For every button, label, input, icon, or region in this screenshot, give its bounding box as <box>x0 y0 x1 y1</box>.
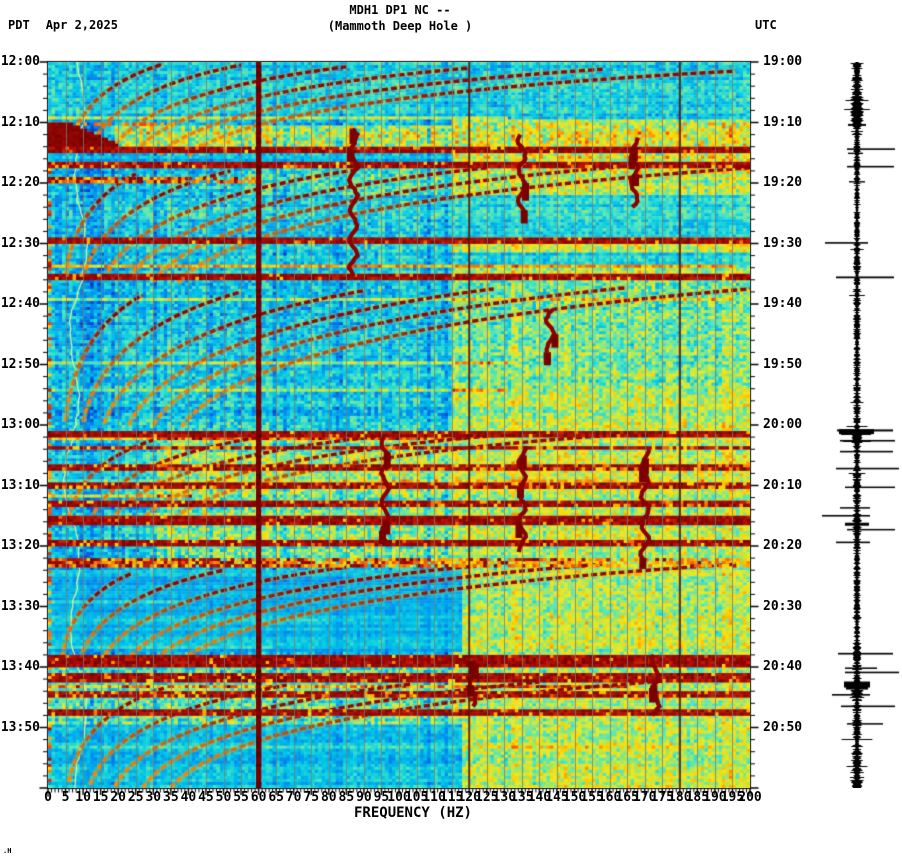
freq-tick-label: 155 <box>580 790 604 805</box>
pdt-tick-label: 12:10 <box>0 114 40 130</box>
freq-tick-label: 160 <box>597 790 622 805</box>
pdt-tick-label: 12:00 <box>0 54 40 69</box>
timezone-right-label: UTC <box>755 18 777 32</box>
pdt-tick-label: 13:10 <box>0 477 40 493</box>
date-label: Apr 2,2025 <box>45 18 118 32</box>
pdt-tick-label: 13:00 <box>0 417 40 432</box>
freq-tick-label: 55 <box>233 790 249 805</box>
pdt-tick-label: 12:50 <box>0 356 40 372</box>
freq-tick-label: 150 <box>562 790 587 805</box>
freq-tick-label: 140 <box>527 790 552 805</box>
freq-tick-label: 95 <box>373 790 390 805</box>
freq-tick-label: 165 <box>615 790 639 805</box>
freq-tick-label: 45 <box>198 790 214 805</box>
freq-tick-label: 125 <box>475 790 499 805</box>
station-subtitle: (Mammoth Deep Hole ) <box>327 19 473 33</box>
freq-tick-label: 75 <box>303 790 320 805</box>
freq-tick-label: 40 <box>180 790 197 805</box>
timezone-left-label: PDT <box>8 18 30 32</box>
utc-tick-label: 20:20 <box>763 538 803 553</box>
pdt-tick-label: 13:30 <box>0 598 40 614</box>
freq-tick-label: 185 <box>685 790 710 805</box>
freq-tick-label: 105 <box>404 790 429 805</box>
freq-tick-label: 70 <box>285 790 302 805</box>
freq-tick-label: 100 <box>387 790 411 805</box>
freq-tick-label: 115 <box>439 790 464 805</box>
footer-artifact: .H <box>3 847 12 855</box>
freq-tick-label: 170 <box>632 790 657 805</box>
freq-tick-label: 80 <box>320 790 337 805</box>
freq-tick-label: 175 <box>650 790 674 805</box>
freq-tick-label: 195 <box>720 790 745 805</box>
utc-tick-label: 20:50 <box>763 719 803 735</box>
freq-tick-label: 85 <box>338 790 355 805</box>
frequency-axis-title: FREQUENCY (HZ) <box>353 805 472 821</box>
utc-tick-label: 20:00 <box>763 417 803 432</box>
freq-tick-label: 200 <box>738 790 762 805</box>
freq-tick-label: 65 <box>268 790 284 805</box>
freq-tick-label: 35 <box>163 790 179 805</box>
header-left: PDT Apr 2,2025 <box>8 18 118 32</box>
pdt-tick-label: 12:30 <box>0 235 40 251</box>
freq-tick-label: 180 <box>668 790 692 805</box>
freq-tick-label: 90 <box>356 790 372 805</box>
pdt-tick-label: 12:40 <box>0 296 40 311</box>
freq-tick-label: 25 <box>127 790 144 805</box>
pdt-tick-label: 13:50 <box>0 719 40 735</box>
utc-tick-label: 19:40 <box>763 296 803 311</box>
freq-tick-label: 120 <box>457 790 481 805</box>
utc-tick-label: 19:00 <box>763 54 803 69</box>
pdt-tick-label: 13:20 <box>0 538 40 553</box>
seismogram-trace-canvas <box>805 62 902 788</box>
freq-tick-label: 60 <box>250 790 267 805</box>
freq-tick-label: 135 <box>510 790 534 805</box>
utc-tick-label: 19:50 <box>763 356 803 372</box>
freq-tick-label: 50 <box>215 790 232 805</box>
spectrogram-canvas <box>48 62 750 788</box>
freq-tick-label: 15 <box>92 790 109 805</box>
freq-tick-label: 20 <box>110 790 127 805</box>
utc-tick-label: 19:20 <box>763 175 803 190</box>
utc-tick-label: 20:40 <box>763 659 803 674</box>
freq-tick-label: 130 <box>492 790 517 805</box>
utc-tick-label: 19:10 <box>763 114 803 130</box>
freq-tick-label: 110 <box>422 790 446 805</box>
utc-tick-label: 20:10 <box>763 477 803 493</box>
freq-tick-label: 5 <box>61 790 70 805</box>
freq-tick-label: 30 <box>145 790 162 805</box>
freq-tick-label: 145 <box>545 790 569 805</box>
freq-tick-label: 10 <box>75 790 91 805</box>
pdt-tick-label: 12:20 <box>0 175 40 190</box>
pdt-tick-label: 13:40 <box>0 659 40 674</box>
utc-tick-label: 19:30 <box>763 235 803 251</box>
freq-tick-label: 0 <box>44 790 52 805</box>
freq-tick-label: 190 <box>703 790 727 805</box>
station-title: MDH1 DP1 NC -- <box>349 3 451 17</box>
utc-tick-label: 20:30 <box>763 598 803 614</box>
